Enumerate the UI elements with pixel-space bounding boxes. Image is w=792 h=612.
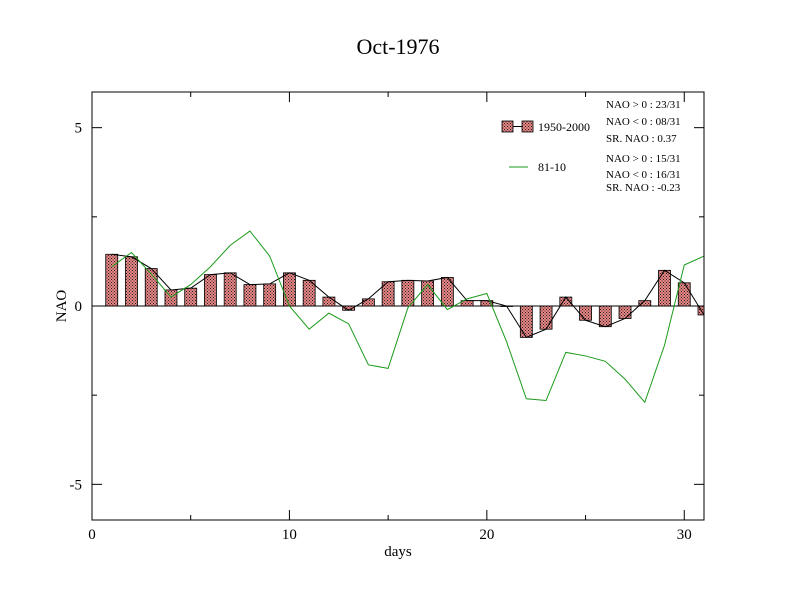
bar-1950-2000 bbox=[658, 269, 671, 307]
bar-1950-2000 bbox=[638, 300, 652, 307]
y-tick-label: -5 bbox=[70, 477, 83, 493]
y-tick-label: 0 bbox=[75, 299, 83, 315]
bar-1950-2000 bbox=[223, 272, 237, 307]
bar-1950-2000 bbox=[105, 253, 119, 307]
stat-1950-sr: SR. NAO : 0.37 bbox=[606, 133, 677, 145]
y-tick-label: 5 bbox=[75, 121, 83, 137]
x-tick-label: 10 bbox=[282, 527, 297, 543]
bar-1950-2000 bbox=[598, 305, 612, 328]
bar-1950-2000 bbox=[263, 283, 277, 307]
legend-swatch-1950-2000-right bbox=[521, 120, 534, 133]
stat-8110-sr: SR. NAO : -0.23 bbox=[606, 182, 681, 194]
stat-8110-negative: NAO < 0 : 16/31 bbox=[606, 169, 681, 181]
stat-1950-negative: NAO < 0 : 08/31 bbox=[606, 116, 681, 128]
legend-swatch-1950-2000-left bbox=[501, 120, 514, 133]
line-81-10 bbox=[111, 230, 704, 404]
bar-1950-2000 bbox=[283, 272, 296, 307]
legend-label-1950-2000: 1950-2000 bbox=[538, 120, 590, 134]
stats-block: NAO > 0 : 23/31 NAO < 0 : 08/31 SR. NAO … bbox=[606, 99, 681, 194]
legend: 1950-2000 81-10 bbox=[501, 120, 590, 174]
bar-1950-2000 bbox=[519, 305, 533, 338]
bar-1950-2000 bbox=[618, 305, 632, 319]
chart-title: Oct-1976 bbox=[356, 34, 439, 59]
bar-1950-2000 bbox=[204, 274, 217, 307]
x-tick-label: 30 bbox=[677, 527, 692, 543]
bar-1950-2000 bbox=[539, 305, 553, 330]
bar-1950-2000 bbox=[677, 282, 691, 307]
bar-1950-2000 bbox=[125, 256, 138, 307]
x-tick-label: 20 bbox=[479, 527, 494, 543]
line-1950-2000 bbox=[111, 253, 704, 339]
stat-1950-positive: NAO > 0 : 23/31 bbox=[606, 99, 681, 111]
x-tick-label: 0 bbox=[88, 527, 96, 543]
y-axis-label: NAO bbox=[54, 290, 70, 323]
x-axis-label: days bbox=[384, 544, 412, 560]
legend-label-81-10: 81-10 bbox=[538, 160, 566, 174]
bar-1950-2000 bbox=[184, 287, 198, 307]
bar-1950-2000 bbox=[243, 284, 257, 307]
bar-1950-2000 bbox=[322, 296, 336, 307]
stat-8110-positive: NAO > 0 : 15/31 bbox=[606, 153, 681, 165]
bar-1950-2000 bbox=[579, 305, 592, 321]
bar-1950-2000 bbox=[361, 298, 375, 307]
